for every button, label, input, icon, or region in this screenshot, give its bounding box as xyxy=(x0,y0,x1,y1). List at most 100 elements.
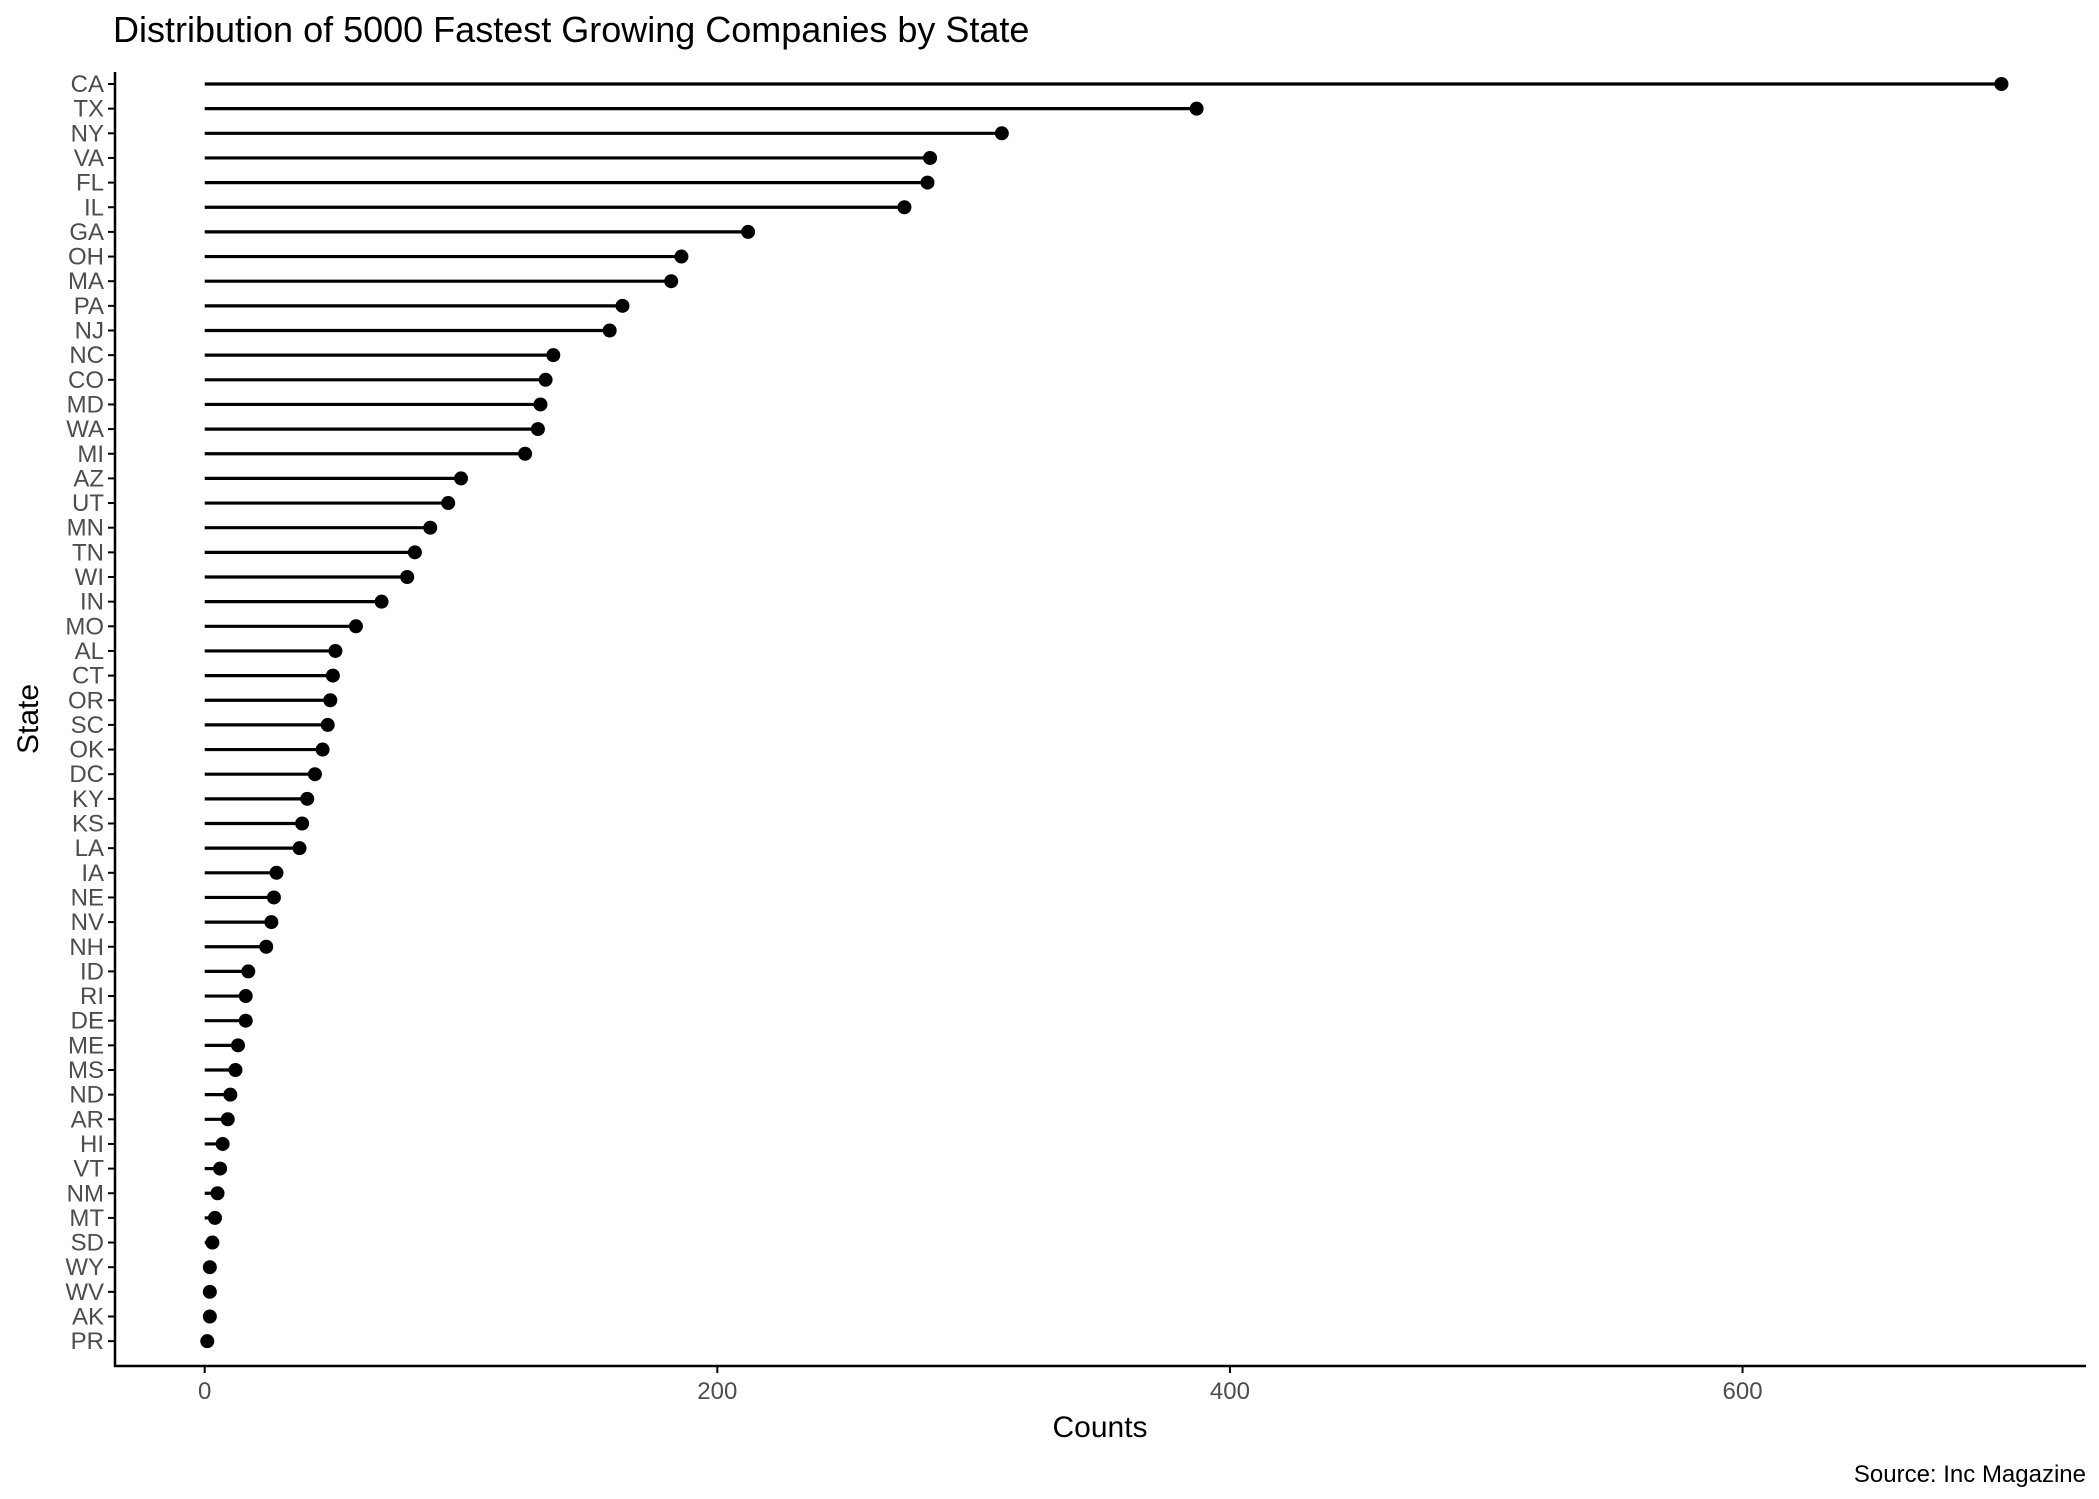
data-point-wa xyxy=(530,422,545,437)
x-axis-ticks: 0 200 400 600 xyxy=(198,1366,1763,1405)
y-tick-label-vt: VT xyxy=(73,1156,104,1183)
data-point-in xyxy=(374,594,389,609)
data-point-co xyxy=(538,372,553,387)
data-point-ak xyxy=(202,1309,217,1324)
y-tick-label-nh: NH xyxy=(69,934,104,961)
y-tick-label-ct: CT xyxy=(72,663,104,690)
y-tick-label-ar: AR xyxy=(71,1106,104,1133)
data-point-ca xyxy=(1994,77,2009,91)
y-tick-label-fl: FL xyxy=(76,170,104,197)
data-point-mi xyxy=(518,446,533,461)
data-point-ct xyxy=(325,668,340,683)
data-point-hi xyxy=(215,1136,230,1151)
y-tick-label-ks: KS xyxy=(72,811,104,838)
y-tick-label-nc: NC xyxy=(69,342,104,369)
data-point-va xyxy=(923,150,938,165)
data-point-tn xyxy=(407,545,422,560)
y-tick-label-wy: WY xyxy=(65,1254,104,1281)
y-tick-label-ky: KY xyxy=(72,786,104,813)
data-point-ny xyxy=(994,126,1009,141)
y-tick-label-hi: HI xyxy=(80,1131,104,1158)
y-tick-label-ri: RI xyxy=(80,983,104,1010)
y-tick-label-sd: SD xyxy=(71,1230,104,1257)
data-point-oh xyxy=(674,249,689,264)
y-tick-label-nv: NV xyxy=(71,909,104,936)
data-point-wi xyxy=(400,570,415,584)
y-tick-label-or: OR xyxy=(68,687,104,714)
data-point-la xyxy=(292,841,307,856)
y-tick-label-mn: MN xyxy=(67,515,104,542)
data-point-il xyxy=(897,200,912,215)
data-point-mt xyxy=(207,1210,222,1225)
x-tick-label-400: 400 xyxy=(1210,1378,1250,1405)
y-tick-label-wa: WA xyxy=(66,416,104,443)
data-point-me xyxy=(231,1038,246,1053)
y-tick-label-co: CO xyxy=(68,367,104,394)
y-tick-label-mo: MO xyxy=(65,613,104,640)
data-point-az xyxy=(454,471,469,486)
y-tick-label-tx: TX xyxy=(73,96,104,123)
y-tick-label-pr: PR xyxy=(71,1328,104,1355)
data-point-ga xyxy=(741,224,756,239)
y-tick-label-wv: WV xyxy=(65,1279,104,1306)
y-tick-label-ny: NY xyxy=(71,120,104,147)
y-tick-label-mi: MI xyxy=(77,441,104,468)
y-tick-label-ne: NE xyxy=(71,884,104,911)
x-tick-label-600: 600 xyxy=(1723,1378,1763,1405)
y-tick-label-va: VA xyxy=(74,145,104,172)
y-tick-label-pa: PA xyxy=(74,293,104,320)
data-point-ks xyxy=(295,816,310,831)
data-point-dc xyxy=(307,767,322,782)
data-point-nv xyxy=(264,915,279,930)
y-axis-title: State xyxy=(12,684,45,754)
data-point-ok xyxy=(315,742,330,757)
data-point-tx xyxy=(1189,101,1204,116)
y-tick-label-me: ME xyxy=(68,1032,104,1059)
data-point-nc xyxy=(546,348,561,363)
data-point-or xyxy=(323,693,338,708)
data-point-ut xyxy=(441,496,456,511)
data-point-ky xyxy=(300,791,315,806)
y-tick-label-ma: MA xyxy=(68,268,104,295)
y-tick-label-sc: SC xyxy=(71,712,104,739)
data-point-ri xyxy=(238,989,253,1004)
data-point-ma xyxy=(664,274,679,289)
y-tick-label-id: ID xyxy=(80,958,104,985)
y-tick-label-nm: NM xyxy=(67,1180,104,1207)
y-tick-label-de: DE xyxy=(71,1008,104,1035)
y-axis-ticks: CATXNYVAFLILGAOHMAPANJNCCOMDWAMIAZUTMNTN… xyxy=(65,71,115,1355)
data-point-sc xyxy=(320,717,335,732)
data-point-nj xyxy=(602,323,617,338)
data-point-md xyxy=(533,397,548,412)
y-tick-label-ut: UT xyxy=(72,490,104,517)
y-tick-label-ak: AK xyxy=(72,1304,104,1331)
data-point-nh xyxy=(259,939,274,954)
plot-area xyxy=(200,77,2009,1349)
source-caption: Source: Inc Magazine xyxy=(1854,1461,2086,1488)
y-tick-label-nj: NJ xyxy=(75,318,104,345)
y-tick-label-al: AL xyxy=(75,638,104,665)
y-tick-label-la: LA xyxy=(75,835,104,862)
data-point-id xyxy=(241,964,256,979)
x-tick-label-200: 200 xyxy=(697,1378,737,1405)
y-tick-label-tn: TN xyxy=(72,539,104,566)
data-point-fl xyxy=(920,175,935,190)
y-tick-label-md: MD xyxy=(67,391,104,418)
data-point-ne xyxy=(266,890,281,905)
y-tick-label-in: IN xyxy=(80,589,104,616)
y-tick-label-ia: IA xyxy=(81,860,104,887)
y-tick-label-az: AZ xyxy=(73,465,104,492)
data-point-wv xyxy=(202,1284,217,1299)
data-point-ia xyxy=(269,865,284,880)
data-point-vt xyxy=(213,1161,228,1176)
x-tick-label-0: 0 xyxy=(198,1378,211,1405)
data-point-al xyxy=(328,643,343,658)
y-tick-label-mt: MT xyxy=(69,1205,104,1232)
data-point-de xyxy=(238,1013,253,1028)
y-tick-label-nd: ND xyxy=(69,1082,104,1109)
y-tick-label-ca: CA xyxy=(71,71,104,98)
data-point-ar xyxy=(220,1112,235,1127)
data-point-nd xyxy=(223,1087,238,1102)
x-axis-title: Counts xyxy=(1052,1411,1147,1444)
